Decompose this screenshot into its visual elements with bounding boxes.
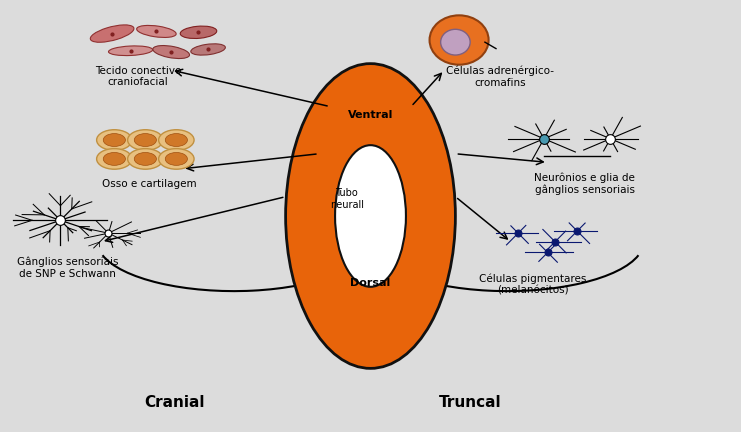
Text: Gânglios sensoriais
de SNP e Schwann: Gânglios sensoriais de SNP e Schwann — [17, 257, 119, 279]
Ellipse shape — [441, 29, 470, 55]
Ellipse shape — [430, 16, 488, 65]
Ellipse shape — [90, 25, 134, 42]
Ellipse shape — [127, 130, 163, 150]
Ellipse shape — [285, 64, 456, 368]
Ellipse shape — [153, 45, 190, 58]
Text: Neurônios e glia de
gânglios sensoriais: Neurônios e glia de gânglios sensoriais — [534, 172, 635, 195]
Ellipse shape — [134, 152, 156, 165]
Ellipse shape — [103, 152, 125, 165]
Text: Cranial: Cranial — [144, 395, 205, 410]
Text: Truncal: Truncal — [439, 395, 502, 410]
Ellipse shape — [165, 133, 187, 146]
Text: Células pigmentares
(melanócitos): Células pigmentares (melanócitos) — [479, 273, 587, 296]
Ellipse shape — [96, 149, 132, 169]
Ellipse shape — [165, 152, 187, 165]
Text: Ventral: Ventral — [348, 110, 393, 120]
Text: Tubo
neurall: Tubo neurall — [330, 188, 364, 210]
Ellipse shape — [335, 145, 406, 287]
Text: Tecido conectivo
craniofacial: Tecido conectivo craniofacial — [95, 66, 181, 87]
Ellipse shape — [108, 46, 153, 56]
Ellipse shape — [159, 130, 194, 150]
Text: Osso e cartilagem: Osso e cartilagem — [102, 179, 196, 189]
Ellipse shape — [191, 44, 225, 55]
Ellipse shape — [96, 130, 132, 150]
Ellipse shape — [134, 133, 156, 146]
Ellipse shape — [159, 149, 194, 169]
Text: Dorsal: Dorsal — [350, 277, 391, 288]
Ellipse shape — [103, 133, 125, 146]
Text: Células adrenérgico-
cromafins: Células adrenérgico- cromafins — [445, 66, 554, 88]
Ellipse shape — [127, 149, 163, 169]
Ellipse shape — [136, 25, 176, 38]
Ellipse shape — [180, 26, 217, 38]
